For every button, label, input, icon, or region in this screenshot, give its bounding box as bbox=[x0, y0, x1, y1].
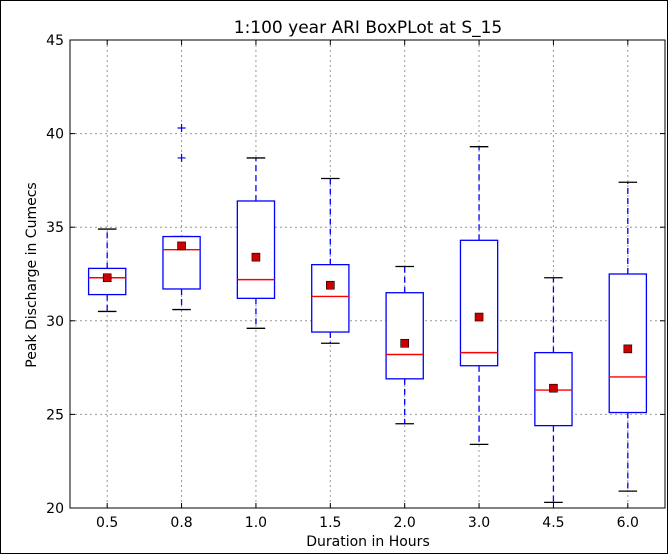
mean-marker bbox=[549, 383, 558, 393]
box-group-0.5 bbox=[87, 228, 127, 313]
y-tick-label: 25 bbox=[46, 407, 64, 423]
x-tick-label: 0.8 bbox=[170, 515, 192, 531]
iqr-box bbox=[608, 273, 648, 414]
outlier-point bbox=[177, 123, 186, 132]
box-group-1.0 bbox=[236, 157, 276, 329]
mean-marker bbox=[400, 338, 409, 348]
iqr-box bbox=[162, 235, 201, 290]
outlier-point bbox=[177, 153, 186, 162]
iqr-box bbox=[236, 200, 276, 299]
x-tick-label: 1.5 bbox=[319, 515, 341, 531]
mean-marker bbox=[177, 241, 186, 251]
x-tick-label: 4.5 bbox=[542, 515, 564, 531]
box-group-1.5 bbox=[311, 177, 350, 344]
x-tick-label: 3.0 bbox=[468, 515, 490, 531]
x-tick-label: 6.0 bbox=[617, 515, 639, 531]
y-tick-label: 45 bbox=[46, 33, 64, 49]
box-group-2.0 bbox=[385, 265, 424, 425]
plot-area bbox=[69, 39, 666, 509]
y-tick-label: 30 bbox=[46, 314, 64, 330]
x-tick-label: 1.0 bbox=[245, 515, 267, 531]
mean-marker bbox=[102, 273, 112, 283]
x-axis-label: Duration in Hours bbox=[306, 534, 429, 550]
x-tick-label: 2.0 bbox=[394, 515, 416, 531]
y-tick-label: 20 bbox=[46, 501, 64, 517]
mean-marker bbox=[623, 344, 633, 354]
tick-layer: 20 25 30 35 40 45 0.5 0.8 1.0 1.5 2.0 3.0 4.5 6.0 bbox=[46, 33, 665, 531]
y-axis-label: Peak Discharge in Cumecs bbox=[24, 182, 40, 367]
box-group-0.8 bbox=[162, 123, 201, 311]
chart-title: 1:100 year ARI BoxPLot at S_15 bbox=[234, 18, 503, 38]
y-tick-label: 40 bbox=[46, 127, 64, 143]
iqr-box bbox=[311, 263, 350, 333]
grid-layer bbox=[70, 40, 665, 508]
mean-marker bbox=[474, 312, 484, 322]
x-tick-label: 0.5 bbox=[96, 515, 118, 531]
box-layer bbox=[87, 123, 648, 504]
iqr-box bbox=[459, 239, 499, 367]
mean-marker bbox=[326, 280, 335, 290]
iqr-box bbox=[385, 292, 424, 380]
y-tick-label: 35 bbox=[46, 220, 64, 236]
box-group-3.0 bbox=[459, 146, 499, 446]
mean-marker bbox=[251, 252, 261, 262]
box-group-6.0 bbox=[608, 181, 648, 492]
box-group-4.5 bbox=[534, 277, 573, 504]
